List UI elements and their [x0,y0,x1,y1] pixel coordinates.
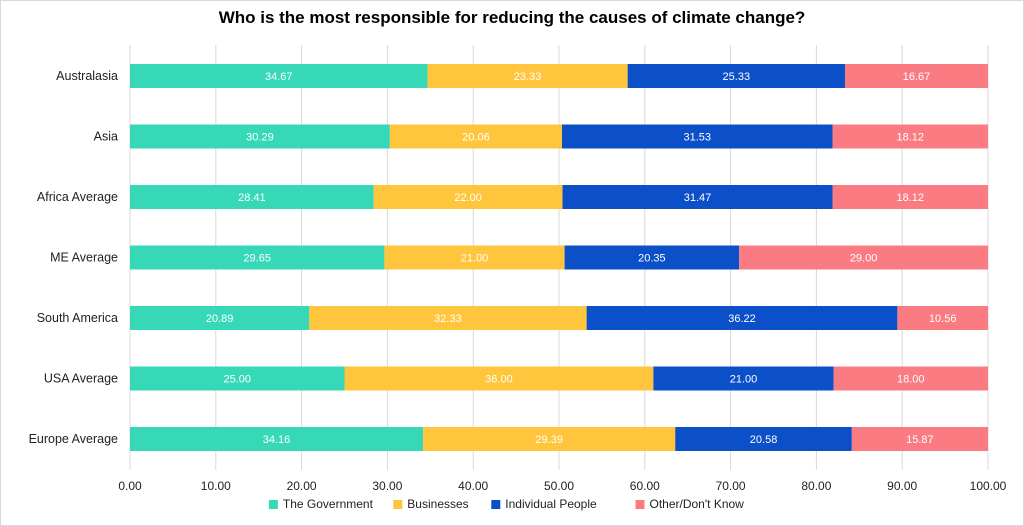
legend-label: The Government [283,497,374,511]
bar-segment [675,427,852,451]
bar-segment [739,245,988,270]
bar-segment [562,124,833,149]
x-tick-label: 90.00 [887,479,917,493]
data-label: 20.58 [750,434,778,446]
x-tick-label: 0.00 [118,479,142,493]
data-label: 31.47 [684,192,712,204]
category-label: Australasia [56,69,118,83]
bar-segment [344,366,654,391]
data-label: 29.39 [535,434,563,446]
bar-segment [384,245,565,270]
bar-segment [844,64,988,88]
category-label: USA Average [44,372,118,386]
category-label: Europe Average [29,432,118,446]
bar-segment [373,185,563,209]
bar-segment [389,124,563,149]
bar-segment [130,124,390,149]
data-label: 21.00 [730,374,758,386]
bar-segment [833,366,988,391]
data-label: 10.56 [929,313,957,325]
chart-title: Who is the most responsible for reducing… [218,8,806,27]
data-label: 29.00 [850,253,878,265]
data-label: 25.33 [723,71,751,83]
x-tick-label: 30.00 [372,479,402,493]
x-tick-label: 10.00 [201,479,231,493]
bar-segment [427,64,628,88]
data-label: 30.29 [246,132,274,144]
data-label: 18.12 [896,192,924,204]
legend-swatch [268,500,278,509]
bar-segment [130,185,374,209]
legend-swatch [393,500,403,509]
bar-segment [897,306,988,330]
bar-segment [564,245,740,270]
x-tick-label: 80.00 [801,479,831,493]
bar-segment [851,427,988,451]
category-label: Africa Average [37,190,118,204]
data-label: 23.33 [514,71,542,83]
bar-segment [309,306,587,330]
category-label: South America [37,311,118,325]
category-label: Asia [94,130,118,144]
category-label: ME Average [50,251,118,265]
data-label: 28.41 [238,192,266,204]
data-label: 20.06 [462,132,490,144]
legend-swatch [635,500,645,509]
data-label: 36.22 [728,313,756,325]
bar-segment [627,64,845,88]
bar-segment [130,64,428,88]
legend-label: Other/Don't Know [650,497,745,511]
bar-segment [130,366,345,391]
data-label: 31.53 [684,132,712,144]
bar-segment [562,185,833,209]
data-label: 36.00 [485,374,513,386]
x-tick-label: 100.00 [970,479,1007,493]
data-label: 34.16 [263,434,291,446]
bar-segment [130,306,310,330]
data-label: 18.00 [897,374,925,386]
bar-segment [653,366,834,391]
data-label: 21.00 [461,253,489,265]
data-label: 22.00 [454,192,482,204]
data-label: 18.12 [896,132,924,144]
legend-swatch [491,500,501,509]
x-tick-label: 40.00 [458,479,488,493]
x-tick-label: 60.00 [630,479,660,493]
data-label: 32.33 [434,313,462,325]
data-label: 34.67 [265,71,293,83]
legend-label: Individual People [505,497,597,511]
bar-segment [832,185,988,209]
legend-label: Businesses [407,497,468,511]
x-tick-label: 20.00 [287,479,317,493]
bar-segment [586,306,898,330]
data-label: 25.00 [223,374,251,386]
data-label: 20.35 [638,253,666,265]
x-tick-label: 70.00 [716,479,746,493]
data-label: 20.89 [206,313,234,325]
data-label: 16.67 [903,71,931,83]
data-label: 29.65 [243,253,271,265]
bar-segment [423,427,676,451]
x-tick-label: 50.00 [544,479,574,493]
data-label: 15.87 [906,434,934,446]
bar-segment [832,124,988,149]
bar-segment [130,427,424,451]
bar-segment [130,245,385,270]
